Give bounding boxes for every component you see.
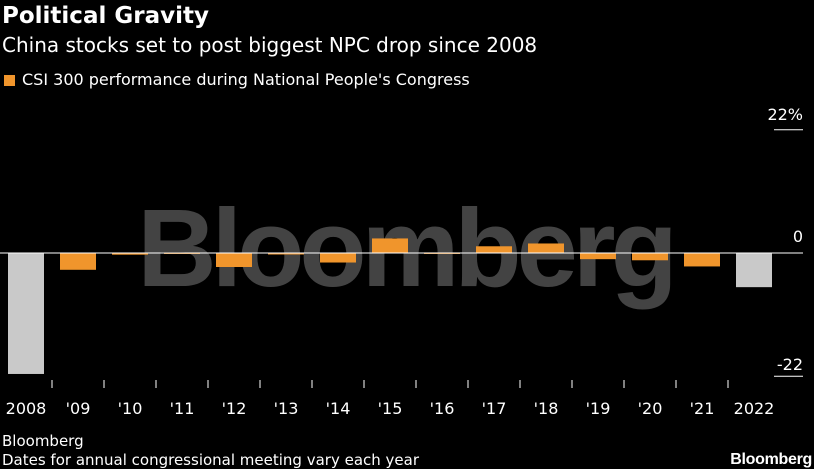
bars-layer	[8, 238, 772, 374]
x-tick-label-13: '13	[274, 399, 299, 418]
legend-label: CSI 300 performance during National Peop…	[22, 70, 470, 89]
x-tick-label-2022: 2022	[734, 399, 775, 418]
y-tick-label-22: 22%	[767, 105, 803, 124]
y-tick-label-22: -22	[777, 355, 803, 374]
legend-swatch	[4, 74, 15, 86]
x-tick-label-17: '17	[482, 399, 507, 418]
y-axis: 22% 0 -22	[767, 105, 803, 377]
bar-09	[60, 253, 96, 270]
bar-12	[216, 253, 252, 267]
x-tick-label-10: '10	[118, 399, 143, 418]
x-tick-label-15: '15	[378, 399, 403, 418]
x-tick-label-12: '12	[222, 399, 247, 418]
x-tick-label-14: '14	[326, 399, 351, 418]
x-axis: 2008 '09 '10 '11 '12 '13 '14 '15 '16 '17 '18 '19 '20…	[6, 380, 775, 418]
footnote: Dates for annual congressional meeting v…	[2, 451, 419, 469]
x-tick-label-19: '19	[586, 399, 611, 418]
y-tick-label-0: 0	[793, 227, 803, 246]
x-tick-label-18: '18	[534, 399, 559, 418]
x-tick-label-16: '16	[430, 399, 455, 418]
bar-2022	[736, 253, 772, 288]
x-tick-label-2008: 2008	[6, 399, 47, 418]
legend: CSI 300 performance during National Peop…	[4, 70, 470, 90]
chart-title: Political Gravity	[2, 3, 209, 29]
source-label: Bloomberg	[2, 432, 84, 450]
bloomberg-logo: Bloomberg	[730, 451, 812, 468]
x-tick-label-11: '11	[170, 399, 195, 418]
bar-10	[112, 253, 148, 255]
x-tick-label-21: '21	[690, 399, 715, 418]
bar-13	[268, 253, 304, 255]
bar-21	[684, 253, 720, 267]
chart-subtitle: China stocks set to post biggest NPC dro…	[2, 33, 538, 57]
x-tick-label-20: '20	[638, 399, 663, 418]
bar-2008	[8, 253, 44, 374]
bar-14	[320, 253, 356, 263]
x-tick-label-09: '09	[66, 399, 91, 418]
bar-17	[476, 246, 512, 253]
bar-15	[372, 238, 408, 253]
bar-19	[580, 253, 616, 260]
bar-20	[632, 253, 668, 261]
bar-18	[528, 243, 564, 253]
